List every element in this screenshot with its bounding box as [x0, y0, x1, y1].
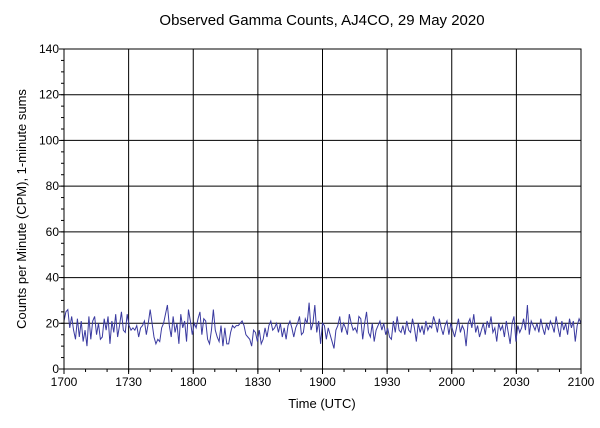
chart-title: Observed Gamma Counts, AJ4CO, 29 May 202… — [159, 12, 484, 29]
x-tick-label: 1830 — [245, 375, 272, 389]
x-tick-label: 2000 — [438, 375, 465, 389]
plot-frame — [63, 48, 582, 370]
x-tick-labels: 1700 1730 1800 1830 1900 1930 2000 2030 2100 — [51, 375, 595, 389]
x-tick-label: 1900 — [309, 375, 336, 389]
y-tick-label: 0 — [52, 362, 59, 376]
x-tick-label: 1700 — [51, 375, 78, 389]
y-tick-label: 80 — [46, 179, 60, 193]
y-tick-labels: 0 20 40 60 80 100 120 140 — [39, 42, 59, 376]
x-tick-label: 1930 — [374, 375, 401, 389]
y-tick-label: 120 — [39, 88, 59, 102]
y-tick-label: 20 — [46, 316, 60, 330]
y-tick-label: 40 — [46, 271, 60, 285]
y-tick-label: 60 — [46, 225, 60, 239]
x-tick-label: 1730 — [115, 375, 142, 389]
x-axis-label: Time (UTC) — [288, 396, 355, 411]
x-tick-label: 2100 — [568, 375, 595, 389]
y-axis-label: Counts per Minute (CPM), 1-minute sums — [14, 89, 29, 329]
y-tick-label: 140 — [39, 42, 59, 56]
x-tick-label: 2030 — [503, 375, 530, 389]
x-tick-label: 1800 — [180, 375, 207, 389]
series-line — [63, 302, 582, 349]
y-tick-label: 100 — [39, 133, 59, 147]
